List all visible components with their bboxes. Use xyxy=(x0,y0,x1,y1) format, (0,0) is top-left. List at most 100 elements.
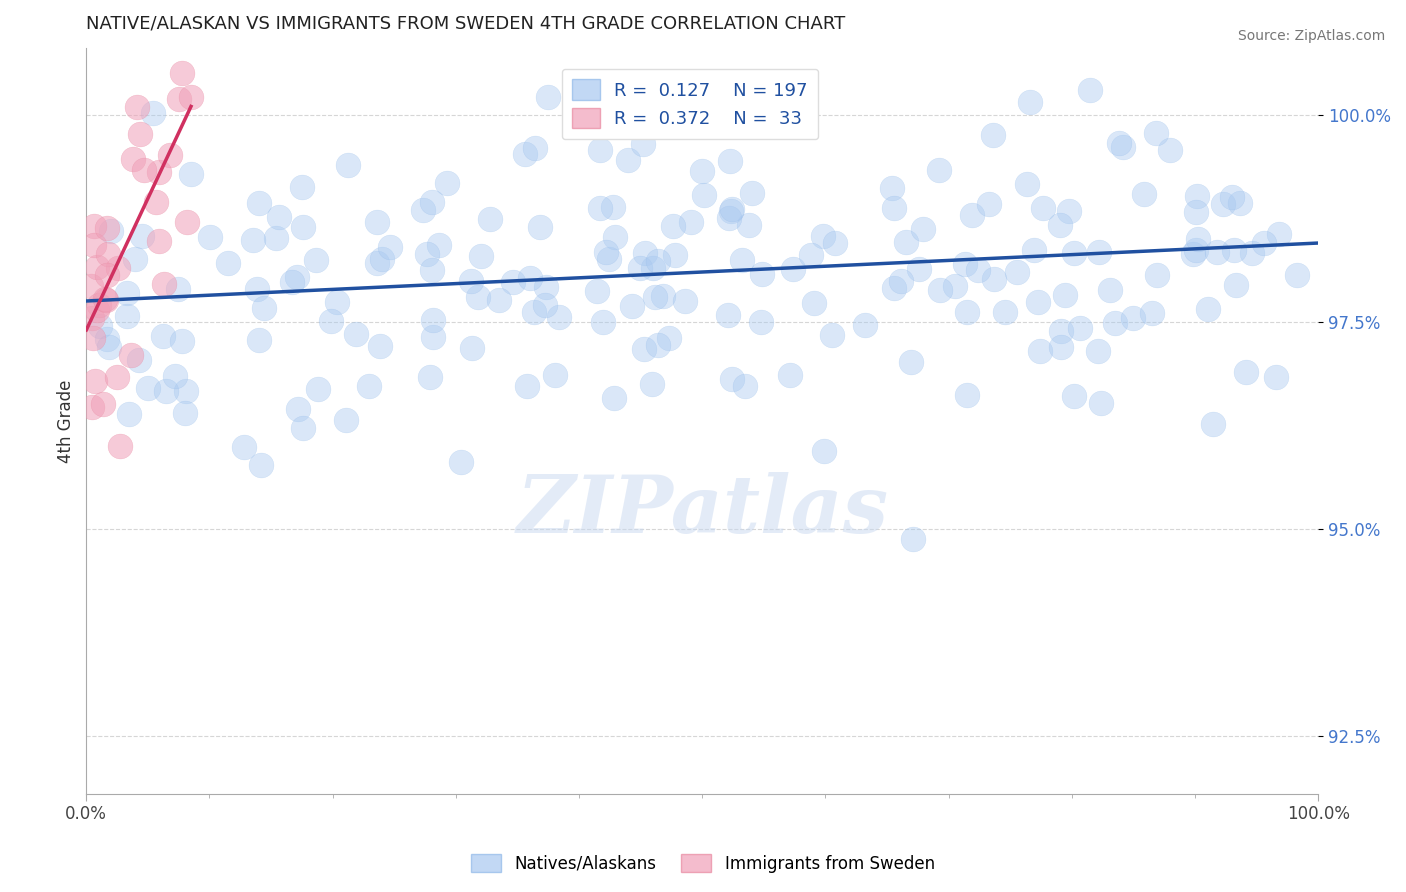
Point xyxy=(173,406,195,420)
Point xyxy=(217,256,239,270)
Point xyxy=(586,284,609,298)
Point xyxy=(366,256,388,270)
Point xyxy=(80,279,103,293)
Point xyxy=(720,203,742,218)
Point xyxy=(592,315,614,329)
Point xyxy=(1229,195,1251,210)
Point xyxy=(620,299,643,313)
Point xyxy=(1032,201,1054,215)
Point xyxy=(96,293,118,308)
Point xyxy=(1140,306,1163,320)
Point xyxy=(319,314,342,328)
Point xyxy=(1063,388,1085,402)
Point xyxy=(124,252,146,266)
Point xyxy=(718,154,741,169)
Point xyxy=(617,153,640,167)
Point xyxy=(153,277,176,291)
Point xyxy=(89,318,111,333)
Point xyxy=(287,401,309,416)
Point xyxy=(1112,140,1135,154)
Point xyxy=(1185,188,1208,202)
Point xyxy=(983,272,1005,286)
Point xyxy=(1185,205,1208,219)
Point xyxy=(693,115,716,129)
Point xyxy=(928,284,950,298)
Point xyxy=(96,220,118,235)
Point xyxy=(1019,95,1042,109)
Point xyxy=(751,267,773,281)
Point xyxy=(292,220,315,235)
Point xyxy=(943,278,966,293)
Point xyxy=(603,230,626,244)
Point xyxy=(419,370,441,384)
Point xyxy=(513,147,536,161)
Point xyxy=(673,293,696,308)
Point xyxy=(359,378,381,392)
Point xyxy=(450,455,472,469)
Point xyxy=(692,188,714,202)
Point xyxy=(94,292,117,306)
Point xyxy=(335,413,357,427)
Point xyxy=(233,440,256,454)
Point xyxy=(1133,187,1156,202)
Point xyxy=(420,263,443,277)
Point xyxy=(87,298,110,312)
Point xyxy=(1144,126,1167,140)
Point xyxy=(529,219,551,234)
Point xyxy=(717,309,740,323)
Point xyxy=(415,246,437,260)
Point xyxy=(167,282,190,296)
Point xyxy=(172,334,194,348)
Point xyxy=(83,238,105,252)
Point xyxy=(145,194,167,209)
Point xyxy=(953,257,976,271)
Text: Source: ZipAtlas.com: Source: ZipAtlas.com xyxy=(1237,29,1385,44)
Point xyxy=(253,301,276,315)
Point xyxy=(180,90,202,104)
Point xyxy=(198,230,221,244)
Point xyxy=(821,328,844,343)
Point xyxy=(1108,136,1130,150)
Point xyxy=(664,247,686,261)
Point xyxy=(731,252,754,267)
Point xyxy=(117,310,139,324)
Point xyxy=(983,128,1005,142)
Point xyxy=(281,275,304,289)
Point xyxy=(824,235,846,250)
Point xyxy=(380,240,402,254)
Point xyxy=(82,331,104,345)
Point xyxy=(247,333,270,347)
Point xyxy=(1078,83,1101,97)
Point xyxy=(115,286,138,301)
Point xyxy=(652,289,675,303)
Text: NATIVE/ALASKAN VS IMMIGRANTS FROM SWEDEN 4TH GRADE CORRELATION CHART: NATIVE/ALASKAN VS IMMIGRANTS FROM SWEDEN… xyxy=(86,15,845,33)
Point xyxy=(900,355,922,369)
Point xyxy=(681,215,703,229)
Point xyxy=(633,343,655,357)
Point xyxy=(83,219,105,234)
Point xyxy=(134,162,156,177)
Point xyxy=(977,197,1000,211)
Point xyxy=(120,348,142,362)
Point xyxy=(1057,203,1080,218)
Point xyxy=(479,211,502,226)
Point xyxy=(647,337,669,351)
Point xyxy=(1222,190,1244,204)
Point xyxy=(1015,177,1038,191)
Point xyxy=(903,533,925,547)
Point xyxy=(96,333,118,347)
Point xyxy=(107,369,129,384)
Point xyxy=(159,148,181,162)
Point xyxy=(84,374,107,388)
Point xyxy=(628,260,651,275)
Point xyxy=(502,275,524,289)
Point xyxy=(180,168,202,182)
Point xyxy=(336,158,359,172)
Point xyxy=(305,253,328,268)
Point xyxy=(1054,287,1077,301)
Point xyxy=(1049,340,1071,354)
Point xyxy=(890,274,912,288)
Point xyxy=(344,327,367,342)
Point xyxy=(641,376,664,391)
Point xyxy=(544,368,567,383)
